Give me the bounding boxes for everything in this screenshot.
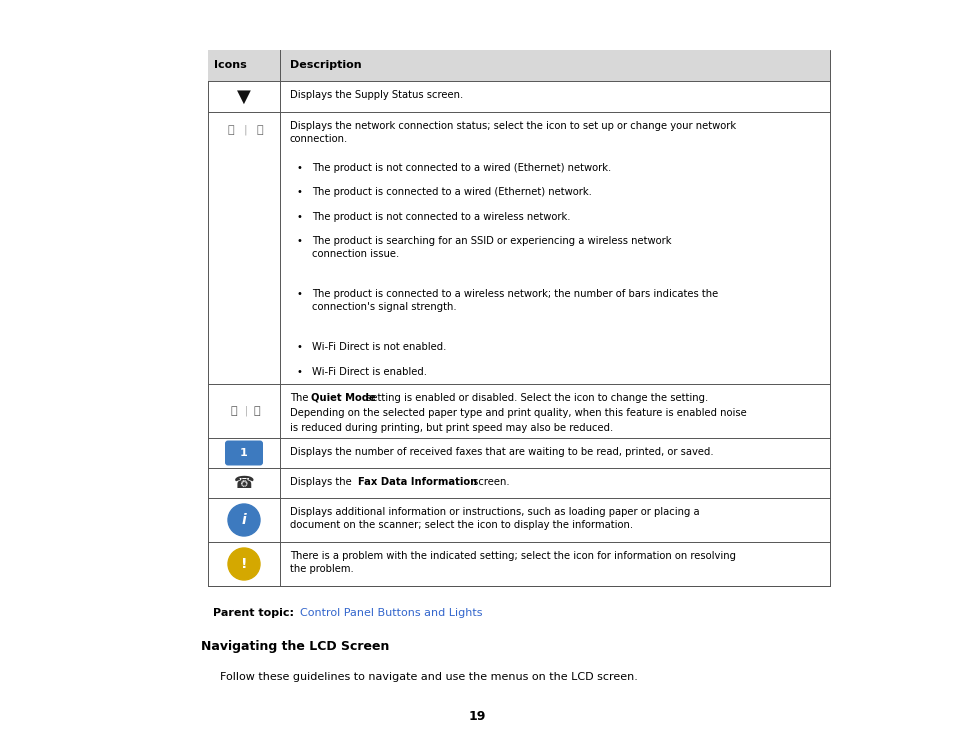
Text: 1: 1 — [240, 448, 248, 458]
Text: 📡: 📡 — [256, 125, 263, 135]
Bar — [208, 50, 829, 81]
Bar — [208, 50, 829, 586]
FancyBboxPatch shape — [225, 441, 263, 466]
Text: Navigating the LCD Screen: Navigating the LCD Screen — [201, 640, 389, 653]
Text: Description: Description — [290, 61, 361, 71]
Text: Icons: Icons — [213, 61, 247, 71]
Text: The: The — [290, 393, 312, 403]
Text: 🖨: 🖨 — [253, 406, 260, 416]
Text: •: • — [295, 163, 301, 173]
Text: screen.: screen. — [470, 477, 509, 487]
Text: Wi-Fi Direct is enabled.: Wi-Fi Direct is enabled. — [312, 367, 427, 377]
Text: Displays the: Displays the — [290, 477, 355, 487]
Text: The product is connected to a wired (Ethernet) network.: The product is connected to a wired (Eth… — [312, 187, 591, 198]
Text: There is a problem with the indicated setting; select the icon for information o: There is a problem with the indicated se… — [290, 551, 735, 574]
Text: |: | — [244, 406, 248, 416]
Text: Displays the network connection status; select the icon to set up or change your: Displays the network connection status; … — [290, 121, 736, 144]
Text: is reduced during printing, but print speed may also be reduced.: is reduced during printing, but print sp… — [290, 423, 613, 432]
Text: !: ! — [240, 557, 247, 571]
Text: •: • — [295, 187, 301, 198]
Text: setting is enabled or disabled. Select the icon to change the setting.: setting is enabled or disabled. Select t… — [362, 393, 707, 403]
Circle shape — [228, 504, 260, 536]
Circle shape — [228, 548, 260, 580]
Text: •: • — [295, 236, 301, 246]
Text: Fax Data Information: Fax Data Information — [357, 477, 476, 487]
Text: 19: 19 — [468, 709, 485, 723]
Text: Control Panel Buttons and Lights: Control Panel Buttons and Lights — [300, 608, 482, 618]
Text: Depending on the selected paper type and print quality, when this feature is ena: Depending on the selected paper type and… — [290, 408, 746, 418]
Text: i: i — [241, 513, 246, 527]
Text: Displays the number of received faxes that are waiting to be read, printed, or s: Displays the number of received faxes th… — [290, 447, 713, 457]
Text: Quiet Mode: Quiet Mode — [311, 393, 375, 403]
Text: |: | — [243, 125, 247, 135]
Text: •: • — [295, 342, 301, 353]
Text: ☎: ☎ — [233, 474, 254, 492]
Text: •: • — [295, 212, 301, 222]
Text: Displays the Supply Status screen.: Displays the Supply Status screen. — [290, 90, 463, 100]
Text: •: • — [295, 367, 301, 377]
Text: Wi-Fi Direct is not enabled.: Wi-Fi Direct is not enabled. — [312, 342, 446, 353]
Text: The product is not connected to a wired (Ethernet) network.: The product is not connected to a wired … — [312, 163, 611, 173]
Text: The product is searching for an SSID or experiencing a wireless network
connecti: The product is searching for an SSID or … — [312, 236, 671, 259]
Text: 🔈: 🔈 — [231, 406, 237, 416]
Text: Displays additional information or instructions, such as loading paper or placin: Displays additional information or instr… — [290, 507, 699, 530]
Text: The product is not connected to a wireless network.: The product is not connected to a wirele… — [312, 212, 570, 222]
Text: Parent topic:: Parent topic: — [213, 608, 297, 618]
Text: •: • — [295, 289, 301, 300]
Text: ▼: ▼ — [236, 88, 251, 106]
Text: The product is connected to a wireless network; the number of bars indicates the: The product is connected to a wireless n… — [312, 289, 718, 312]
Text: 🖥: 🖥 — [228, 125, 234, 135]
Text: Follow these guidelines to navigate and use the menus on the LCD screen.: Follow these guidelines to navigate and … — [220, 672, 638, 682]
